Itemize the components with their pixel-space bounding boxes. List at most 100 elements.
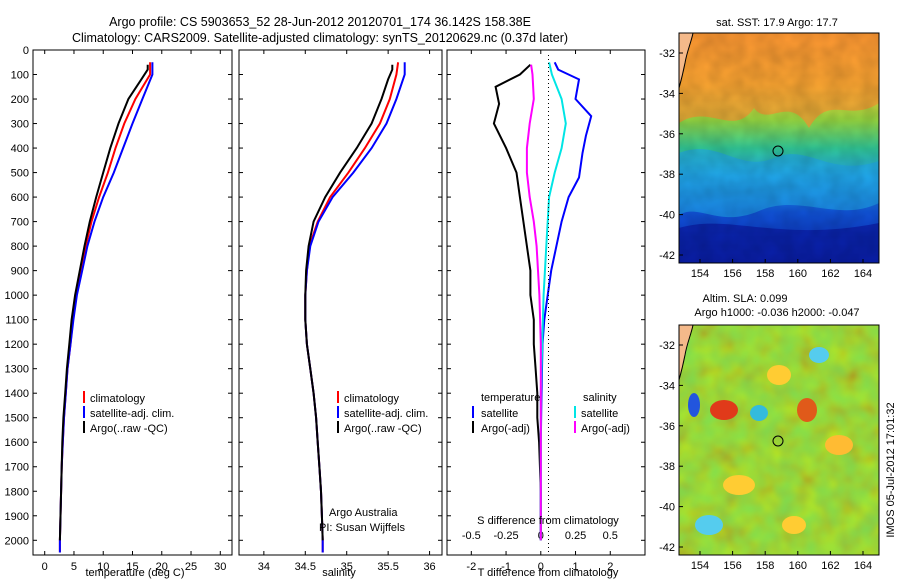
argo-float-marker <box>772 435 784 447</box>
depth-tick-label: 800 <box>11 241 29 253</box>
depth-axis: 0 100 200 300 400 500 600 700 800 900 1000 1100 1200… <box>5 45 645 547</box>
map-x-tick-label: 162 <box>821 268 839 280</box>
x-tick-label: 34.5 <box>295 561 316 573</box>
map-x-tick-label: 158 <box>756 268 774 280</box>
legend-label: climatology <box>344 393 400 405</box>
map-bottom-axes: -32 -34 -36 -38 -40 -42 154 156 158 160 162 164 <box>659 340 872 572</box>
depth-tick-label: 1300 <box>5 364 29 376</box>
x-tick-label: 36 <box>423 561 435 573</box>
sla-map <box>678 324 880 556</box>
s-tick-label: 0.25 <box>565 530 586 542</box>
map-x-tick-label: 164 <box>854 268 872 280</box>
x-tick-label: 34 <box>258 561 270 573</box>
difference-legend: temperature satellite Argo(-adj) salinit… <box>472 392 630 435</box>
s-tick-label: 0.5 <box>603 530 618 542</box>
depth-tick-label: 1500 <box>5 413 29 425</box>
map-x-tick-label: 156 <box>723 560 741 572</box>
temperature-legend: climatology satellite-adj. clim. Argo(..… <box>83 391 174 435</box>
pi-note: PI: Susan Wijffels <box>319 522 405 534</box>
x-tick-label: 0 <box>538 561 544 573</box>
map-x-tick-label: 160 <box>789 560 807 572</box>
x-tick-label: -1 <box>501 561 511 573</box>
legend-label: satellite <box>481 408 518 420</box>
temperature-series <box>58 62 154 553</box>
legend-label: Argo(..raw -QC) <box>90 423 168 435</box>
depth-tick-label: 300 <box>11 119 29 131</box>
difference-series <box>492 61 593 541</box>
legend-label: satellite-adj. clim. <box>90 408 174 420</box>
depth-tick-label: 1800 <box>5 486 29 498</box>
depth-tick-label: 600 <box>11 192 29 204</box>
depth-tick-label: 700 <box>11 217 29 229</box>
x-tick-label: 1 <box>572 561 578 573</box>
t-difference-xlabel: T difference from climatology <box>478 567 619 579</box>
argo-float-marker <box>772 145 784 157</box>
depth-tick-label: 100 <box>11 70 29 82</box>
legend-label: satellite <box>581 408 618 420</box>
x-tick-label: 35 <box>341 561 353 573</box>
map-y-tick-label: -32 <box>659 48 675 60</box>
legend-temp-title: temperature <box>481 392 540 404</box>
salinity-legend: climatology satellite-adj. clim. Argo(..… <box>337 391 428 435</box>
map-y-tick-label: -38 <box>659 461 675 473</box>
legend-label: Argo(-adj) <box>581 423 630 435</box>
x-tick-label: 5 <box>71 561 77 573</box>
map-x-tick-label: 162 <box>821 560 839 572</box>
map-y-tick-label: -42 <box>659 542 675 554</box>
series-line <box>58 64 149 541</box>
map-y-tick-label: -42 <box>659 250 675 262</box>
x-tick-label: 10 <box>97 561 109 573</box>
sst-map-image <box>679 33 879 263</box>
s-tick-label: -0.5 <box>462 530 481 542</box>
map-x-tick-label: 160 <box>789 268 807 280</box>
legend-sal-title: salinity <box>583 392 617 404</box>
depth-tick-label: 1700 <box>5 462 29 474</box>
legend-label: climatology <box>90 393 146 405</box>
salinity-x-axis: 34 34.5 35 35.5 36 <box>258 50 436 573</box>
x-tick-label: 30 <box>214 561 226 573</box>
map-top-title: sat. SST: 17.9 Argo: 17.7 <box>716 17 838 29</box>
sla-map-image <box>679 325 879 555</box>
series-line <box>525 64 542 541</box>
figure-title-line1: Argo profile: CS 5903653_52 28-Jun-2012 … <box>109 15 531 29</box>
map-x-tick-label: 164 <box>854 560 872 572</box>
s-tick-label: -0.25 <box>494 530 519 542</box>
map-x-tick-label: 158 <box>756 560 774 572</box>
legend-label: Argo(..raw -QC) <box>344 423 422 435</box>
x-tick-label: 0 <box>42 561 48 573</box>
depth-tick-label: 0 <box>23 45 29 57</box>
s-difference-xlabel: S difference from climatology <box>477 515 619 527</box>
series-line <box>539 62 567 541</box>
depth-tick-label: 1200 <box>5 339 29 351</box>
map-x-tick-label: 156 <box>723 268 741 280</box>
imos-timestamp: IMOS 05-Jul-2012 17:01:32 <box>885 402 897 537</box>
depth-tick-label: 1900 <box>5 511 29 523</box>
depth-tick-label: 2000 <box>5 535 29 547</box>
difference-x-axes: -2 -1 0 1 2-0.5 -0.25 0 0.25 0.5 <box>462 50 618 573</box>
salinity-series <box>304 62 406 553</box>
depth-tick-label: 400 <box>11 143 29 155</box>
legend-label: Argo(-adj) <box>481 423 530 435</box>
x-tick-label: 35.5 <box>377 561 398 573</box>
argo-australia-note: Argo Australia <box>329 507 398 519</box>
map-x-tick-label: 154 <box>691 268 709 280</box>
legend-label: satellite-adj. clim. <box>344 408 428 420</box>
map-y-tick-label: -34 <box>659 88 675 100</box>
x-tick-label: 20 <box>156 561 168 573</box>
salinity-axes <box>238 49 443 556</box>
map-y-tick-label: -40 <box>659 210 675 222</box>
depth-tick-label: 900 <box>11 266 29 278</box>
map-y-tick-label: -32 <box>659 340 675 352</box>
difference-axes <box>446 49 646 556</box>
x-tick-label: 15 <box>126 561 138 573</box>
map-bottom-title2: Argo h1000: -0.036 h2000: -0.047 <box>694 307 859 319</box>
map-top-frame <box>678 32 880 264</box>
depth-tick-label: 1100 <box>5 315 29 327</box>
temperature-xlabel: temperature (deg C) <box>85 567 184 579</box>
x-tick-label: 2 <box>607 561 613 573</box>
sst-map <box>678 32 880 264</box>
temperature-x-axis: 0 5 10 15 20 25 30 <box>42 50 226 573</box>
depth-tick-label: 1000 <box>5 290 29 302</box>
depth-tick-label: 200 <box>11 94 29 106</box>
